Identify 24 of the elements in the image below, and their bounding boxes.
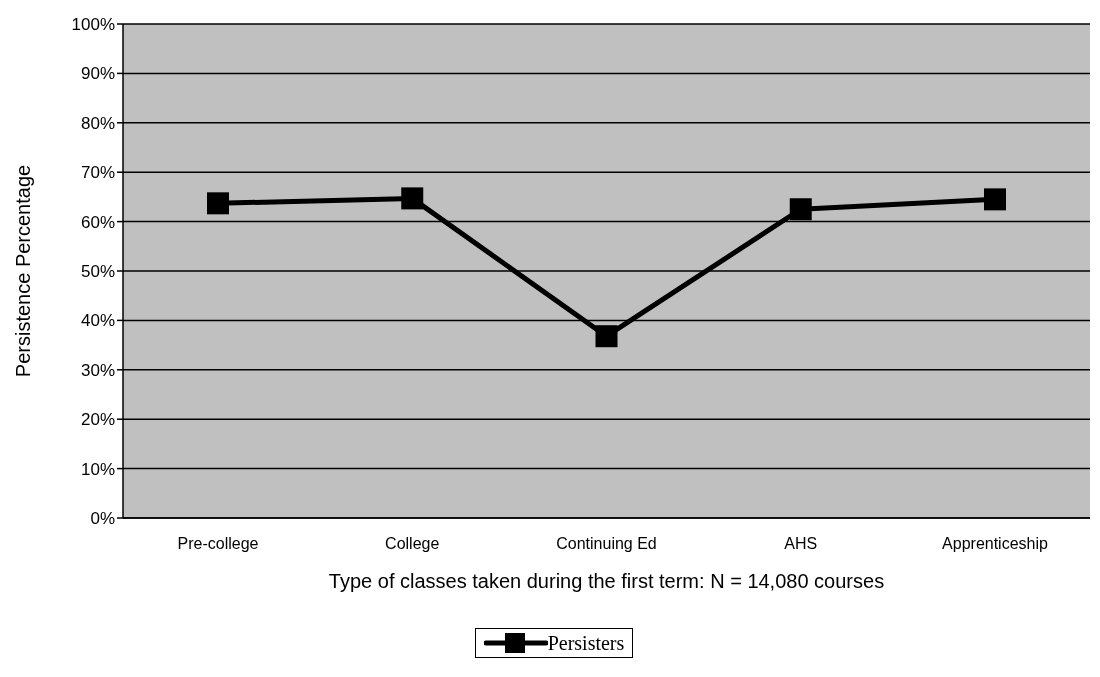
x-axis-title: Type of classes taken during the first term: N = 14,080 courses: [328, 570, 885, 592]
point: [401, 187, 424, 210]
x-tick-label: Continuing Ed: [556, 535, 657, 553]
y-tick-label: 30%: [80, 360, 115, 380]
y-tick-label: 40%: [80, 311, 115, 331]
y-tick-label: 50%: [80, 262, 115, 282]
y-tick-label: 80%: [80, 113, 115, 133]
point: [595, 325, 618, 348]
y-tick-label: 100%: [71, 15, 115, 35]
point: [207, 192, 229, 215]
legend-label: Persisters: [546, 631, 625, 655]
y-tick-label: 90%: [80, 64, 115, 84]
x-tick-label: AHS: [784, 535, 818, 553]
y-tick-label: 20%: [80, 410, 115, 430]
y-tick-label: 70%: [80, 163, 115, 183]
y-tick-label: 60%: [80, 212, 115, 232]
x-tick-label: Pre-college: [177, 535, 259, 553]
y-tick-label: 10%: [80, 459, 115, 479]
y-axis-title: Persistence Percentage: [12, 164, 35, 378]
point: [984, 188, 1006, 211]
point: [789, 198, 812, 221]
y-tick-label: 0%: [90, 509, 115, 529]
x-tick-label: College: [385, 535, 440, 553]
x-tick-label: Apprenticeship: [942, 535, 1049, 553]
